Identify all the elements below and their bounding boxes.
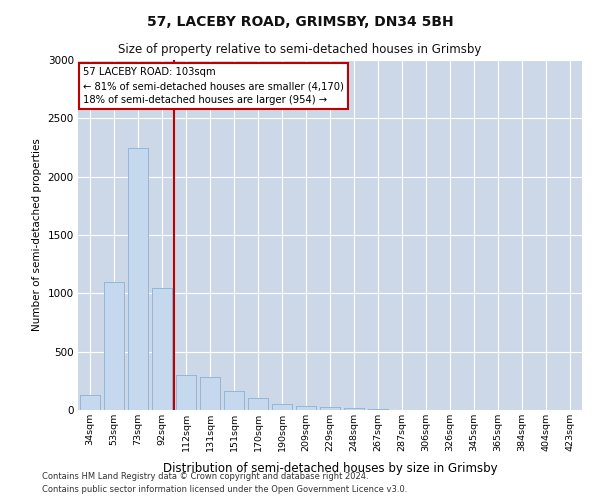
X-axis label: Distribution of semi-detached houses by size in Grimsby: Distribution of semi-detached houses by … xyxy=(163,462,497,475)
Bar xyxy=(104,282,124,410)
Bar xyxy=(344,408,364,410)
Bar xyxy=(272,404,292,410)
Y-axis label: Number of semi-detached properties: Number of semi-detached properties xyxy=(32,138,42,332)
Text: 57, LACEBY ROAD, GRIMSBY, DN34 5BH: 57, LACEBY ROAD, GRIMSBY, DN34 5BH xyxy=(146,15,454,29)
Bar xyxy=(344,408,364,410)
Bar xyxy=(248,398,268,410)
Bar xyxy=(272,404,292,410)
Bar xyxy=(104,282,124,410)
Text: 57 LACEBY ROAD: 103sqm
← 81% of semi-detached houses are smaller (4,170)
18% of : 57 LACEBY ROAD: 103sqm ← 81% of semi-det… xyxy=(83,67,344,105)
Bar xyxy=(296,406,316,410)
Text: Contains HM Land Registry data © Crown copyright and database right 2024.: Contains HM Land Registry data © Crown c… xyxy=(42,472,368,481)
Bar xyxy=(248,398,268,410)
Bar xyxy=(320,408,340,410)
Bar xyxy=(152,288,172,410)
Bar xyxy=(80,395,100,410)
Bar xyxy=(224,392,244,410)
Bar xyxy=(296,406,316,410)
Bar xyxy=(128,148,148,410)
Bar xyxy=(320,408,340,410)
Bar xyxy=(152,288,172,410)
Text: Size of property relative to semi-detached houses in Grimsby: Size of property relative to semi-detach… xyxy=(118,42,482,56)
Bar xyxy=(80,395,100,410)
Bar xyxy=(200,378,220,410)
Bar xyxy=(200,378,220,410)
Bar xyxy=(176,375,196,410)
Bar xyxy=(176,375,196,410)
Bar xyxy=(128,148,148,410)
Bar xyxy=(224,392,244,410)
Text: Contains public sector information licensed under the Open Government Licence v3: Contains public sector information licen… xyxy=(42,485,407,494)
